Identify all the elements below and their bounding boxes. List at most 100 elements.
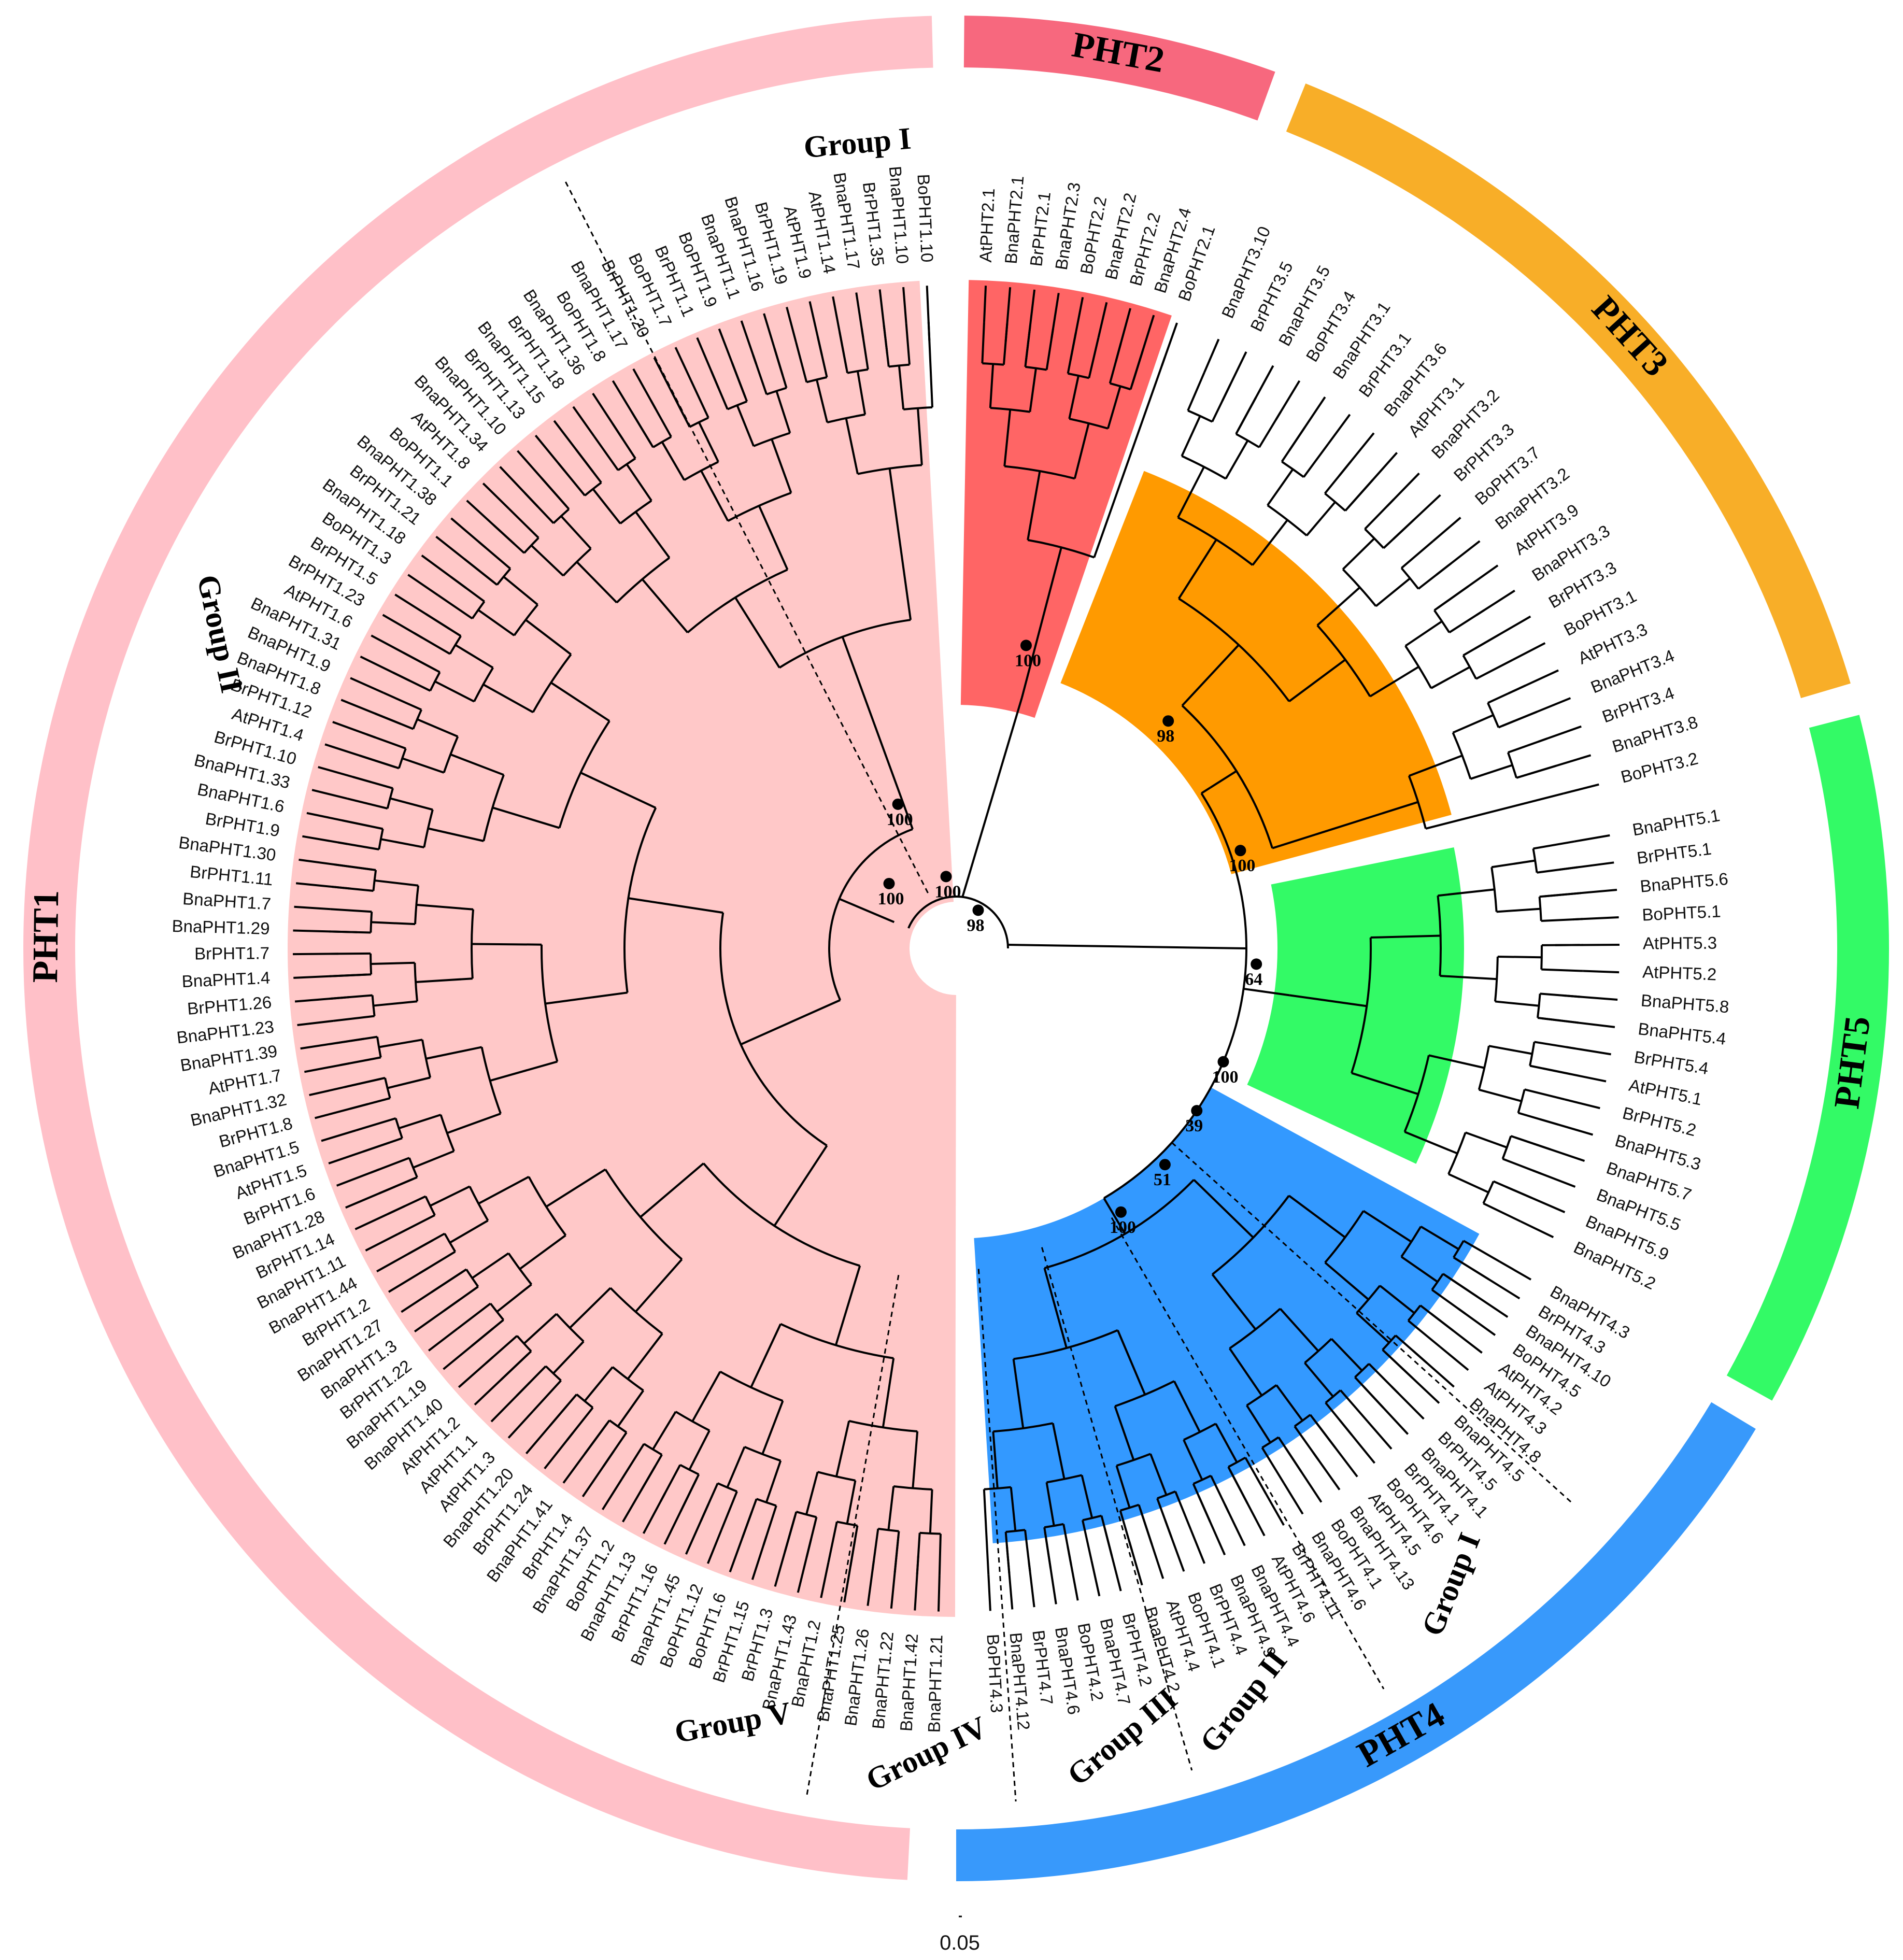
leaf-label: BnaPHT2.1 xyxy=(1001,175,1028,265)
internal-branch xyxy=(493,524,525,554)
family-arc-pht3 xyxy=(1286,83,1851,699)
internal-branch xyxy=(1277,1437,1302,1473)
internal-branch xyxy=(1081,1475,1093,1518)
internal-branch xyxy=(356,1117,396,1132)
internal-branch xyxy=(1498,711,1538,729)
internal-branch xyxy=(1539,892,1581,898)
bootstrap-value: 98 xyxy=(967,916,985,935)
internal-branch xyxy=(679,1474,700,1512)
internal-branch xyxy=(1430,666,1471,689)
terminal-branch xyxy=(482,482,510,510)
internal-branch xyxy=(1303,443,1329,478)
internal-branch xyxy=(523,1313,558,1345)
leaf-label: BnaPHT5.6 xyxy=(1639,869,1729,896)
internal-branch xyxy=(841,636,914,830)
internal-branch xyxy=(415,977,473,984)
internal-branch xyxy=(765,1460,782,1503)
internal-branch xyxy=(330,973,372,977)
internal-branch xyxy=(387,1076,431,1089)
bootstrap-node xyxy=(1115,1206,1127,1218)
bootstrap-nodes: 100 100 100 98 100 98 100 64 100 39 51 100 xyxy=(878,640,1262,1237)
internal-branch xyxy=(1173,1381,1201,1433)
internal-branch xyxy=(740,999,841,1046)
internal-branch xyxy=(592,488,621,524)
internal-branch xyxy=(1524,1088,1565,1101)
internal-branch xyxy=(1442,1273,1479,1298)
bootstrap-node xyxy=(1191,1105,1203,1117)
terminal-branch xyxy=(407,574,439,596)
clade-wedges xyxy=(287,280,1480,1617)
group-divider xyxy=(977,1269,1017,1802)
group-divider xyxy=(1041,1247,1193,1771)
internal-branch xyxy=(856,371,867,415)
internal-branch xyxy=(1470,764,1513,780)
internal-branch xyxy=(816,336,828,378)
internal-branch xyxy=(698,421,719,463)
internal-branch xyxy=(1540,992,1582,998)
internal-arc xyxy=(532,654,572,713)
bootstrap-value: 100 xyxy=(1212,1068,1238,1087)
internal-branch xyxy=(1106,386,1121,429)
terminal-branch xyxy=(1583,970,1620,974)
internal-arc xyxy=(541,944,559,1062)
internal-branch xyxy=(1235,397,1257,435)
internal-branch xyxy=(617,1389,645,1427)
internal-branch xyxy=(1187,372,1205,411)
internal-branch xyxy=(1508,737,1547,754)
terminal-branch xyxy=(1573,834,1610,843)
internal-branch xyxy=(1537,1017,1579,1024)
terminal-branch xyxy=(365,1233,399,1252)
internal-arc xyxy=(780,1323,894,1359)
family-arc-pht2 xyxy=(963,16,1275,121)
bootstrap-node xyxy=(1217,1056,1229,1068)
leaf-label: BrPHT5.4 xyxy=(1632,1047,1710,1078)
leaf-label: BnaPHT1.4 xyxy=(181,968,271,991)
internal-branch xyxy=(1488,1045,1532,1055)
internal-branch xyxy=(449,1219,489,1244)
internal-branch xyxy=(1425,792,1564,830)
terminal-branch xyxy=(786,306,797,343)
internal-arc xyxy=(558,720,610,829)
internal-branch xyxy=(628,897,723,914)
stem-branch xyxy=(1289,994,1367,1007)
internal-branch xyxy=(457,1302,491,1330)
stem-branch xyxy=(1007,944,1247,949)
internal-branch xyxy=(917,408,923,465)
internal-branch xyxy=(1043,1268,1068,1348)
internal-branch xyxy=(545,991,628,1005)
internal-branch xyxy=(670,389,691,428)
clade-wedge-pht5 xyxy=(1247,847,1464,1164)
internal-branch xyxy=(403,651,441,673)
internal-branch xyxy=(560,515,592,549)
internal-branch xyxy=(1493,1180,1532,1199)
internal-branch xyxy=(431,1268,467,1293)
internal-branch xyxy=(827,1521,838,1563)
group-label: Group I xyxy=(1415,1528,1487,1640)
internal-arc xyxy=(719,912,828,1147)
internal-branch xyxy=(1324,460,1352,494)
internal-branch xyxy=(1068,375,1080,419)
terminal-branch xyxy=(1499,1260,1532,1281)
internal-branch xyxy=(1475,659,1514,680)
internal-branch xyxy=(652,1411,677,1450)
internal-branch xyxy=(1510,1135,1551,1151)
internal-branch xyxy=(1003,409,1012,466)
internal-branch xyxy=(370,1157,410,1174)
internal-branch xyxy=(773,348,788,389)
terminal-branch xyxy=(983,286,987,322)
internal-branch xyxy=(1340,1389,1369,1423)
internal-branch xyxy=(550,681,610,722)
leaf-label: BnaPHT5.1 xyxy=(1631,805,1721,840)
internal-branch xyxy=(331,994,373,1000)
group-divider xyxy=(1111,1217,1385,1689)
internal-branch xyxy=(503,576,538,606)
bootstrap-node xyxy=(883,877,895,889)
internal-branch xyxy=(584,1366,614,1402)
bootstrap-value: 100 xyxy=(1015,651,1041,670)
terminal-branch xyxy=(937,1575,941,1612)
internal-branch xyxy=(773,1145,828,1227)
internal-branch xyxy=(927,322,933,408)
internal-branch xyxy=(1404,1131,1458,1155)
internal-branch xyxy=(1109,343,1122,384)
internal-branch xyxy=(1211,384,1231,422)
